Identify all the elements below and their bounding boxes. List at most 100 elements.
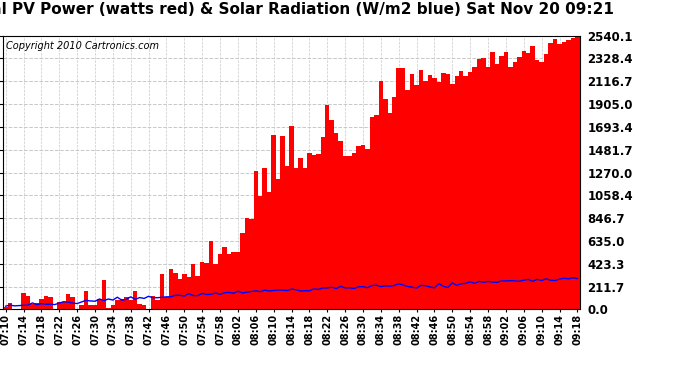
Bar (30, 304, 34, 309)
Bar (513, 62, 517, 309)
Bar (231, 252, 236, 309)
Bar (276, 179, 280, 309)
Bar (370, 117, 374, 309)
Bar (151, 296, 155, 309)
Bar (406, 90, 410, 309)
Bar (446, 74, 450, 309)
Bar (240, 233, 245, 309)
Bar (115, 300, 119, 309)
Bar (285, 166, 289, 309)
Bar (522, 51, 526, 309)
Bar (245, 218, 249, 309)
Bar (450, 84, 455, 309)
Bar (401, 68, 406, 309)
Bar (491, 52, 495, 309)
Bar (26, 296, 30, 309)
Bar (133, 291, 137, 309)
Bar (39, 300, 43, 309)
Bar (352, 153, 356, 309)
Bar (338, 141, 343, 309)
Bar (70, 297, 75, 309)
Bar (388, 113, 392, 309)
Bar (227, 254, 231, 309)
Bar (562, 42, 566, 309)
Bar (499, 56, 504, 309)
Bar (535, 60, 540, 309)
Bar (441, 72, 446, 309)
Bar (289, 126, 294, 309)
Bar (410, 74, 415, 309)
Bar (468, 72, 473, 309)
Bar (356, 146, 361, 309)
Bar (79, 305, 84, 309)
Bar (8, 303, 12, 309)
Bar (517, 57, 522, 309)
Bar (312, 155, 316, 309)
Bar (549, 43, 553, 309)
Bar (88, 305, 92, 309)
Bar (128, 300, 133, 309)
Bar (334, 133, 338, 309)
Bar (186, 277, 191, 309)
Bar (455, 76, 459, 309)
Bar (177, 279, 182, 309)
Bar (294, 168, 298, 309)
Bar (415, 85, 419, 309)
Bar (531, 46, 535, 309)
Bar (213, 264, 218, 309)
Bar (160, 274, 164, 309)
Bar (34, 303, 39, 309)
Bar (504, 52, 508, 309)
Bar (222, 247, 227, 309)
Bar (173, 273, 177, 309)
Bar (347, 156, 352, 309)
Bar (343, 156, 347, 309)
Bar (262, 168, 267, 309)
Bar (379, 81, 383, 309)
Bar (508, 67, 513, 309)
Bar (124, 297, 128, 309)
Bar (495, 64, 499, 309)
Bar (553, 39, 558, 309)
Text: Copyright 2010 Cartronics.com: Copyright 2010 Cartronics.com (6, 41, 159, 51)
Bar (253, 171, 258, 309)
Bar (236, 252, 240, 309)
Bar (209, 241, 213, 309)
Bar (195, 276, 200, 309)
Bar (142, 305, 146, 309)
Bar (321, 137, 325, 309)
Bar (566, 40, 571, 309)
Bar (137, 304, 142, 309)
Bar (374, 115, 379, 309)
Bar (57, 302, 61, 309)
Bar (21, 292, 26, 309)
Bar (200, 262, 204, 309)
Bar (298, 158, 303, 309)
Bar (392, 98, 397, 309)
Bar (383, 99, 388, 309)
Bar (325, 105, 330, 309)
Bar (464, 76, 468, 309)
Bar (437, 82, 441, 309)
Bar (48, 297, 52, 309)
Bar (486, 67, 491, 309)
Bar (575, 36, 580, 309)
Bar (459, 71, 464, 309)
Bar (218, 254, 222, 309)
Bar (482, 58, 486, 309)
Bar (571, 38, 575, 309)
Text: Total PV Power (watts red) & Solar Radiation (W/m2 blue) Sat Nov 20 09:21: Total PV Power (watts red) & Solar Radia… (0, 2, 614, 17)
Bar (271, 135, 276, 309)
Bar (110, 305, 115, 309)
Bar (397, 68, 401, 309)
Bar (432, 78, 437, 309)
Bar (84, 291, 88, 309)
Bar (249, 219, 253, 309)
Bar (92, 305, 97, 309)
Bar (168, 269, 173, 309)
Bar (477, 59, 482, 309)
Bar (303, 168, 307, 309)
Bar (61, 302, 66, 309)
Bar (119, 298, 124, 309)
Bar (101, 280, 106, 309)
